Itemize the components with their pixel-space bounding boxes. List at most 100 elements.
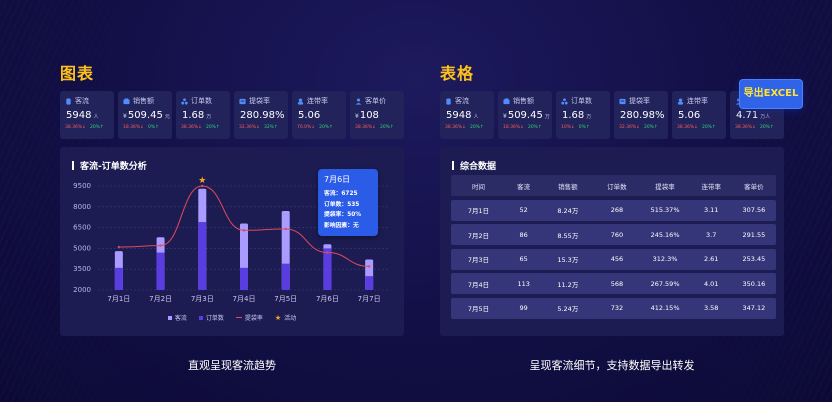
bag-icon	[239, 98, 246, 105]
table-cell: 568	[610, 279, 624, 288]
kpi-prefix: ¥	[503, 113, 507, 120]
kpi-row: 客流 5948 人 38.36%↓ 20%↑ 销售额 ¥509.45 元 18.36%↓ 0%↑ 订…	[60, 91, 404, 139]
kpi-card: 提袋率 280.98% 32.36%↓ 20%↑	[614, 91, 668, 139]
kpi-trend: 38.36%↓ 20%↑	[677, 125, 721, 130]
kpi-header: 提袋率	[619, 96, 663, 106]
bag-rate-point	[284, 227, 287, 231]
table-cell: 7月2日	[467, 231, 490, 240]
chart-legend: 客流 订单数 提袋率 ★ 活动	[60, 313, 404, 322]
kpi-header: 客单价	[355, 96, 399, 106]
table-row[interactable]: 7月4日 113 11.2万 568 267.59% 4.01 350.16	[451, 273, 776, 294]
kpi-trend-up: 20%↑	[319, 125, 333, 130]
kpi-trend-up: 20%↑	[701, 125, 716, 130]
kpi-unit: 万	[586, 114, 592, 120]
table-cell: 307.56	[742, 206, 766, 214]
kpi-trend-up: 20%↑	[379, 125, 394, 130]
wallet-icon	[123, 97, 130, 105]
table-cell: 4.01	[703, 279, 719, 288]
table-row[interactable]: 7月5日 99 5.24万 732 412.15% 3.58 347.12	[451, 297, 776, 319]
user-icon	[445, 97, 452, 105]
kpi-card: 订单数 1.68 万 38.36%↓ 20%↑	[176, 91, 230, 139]
kpi-value: 4.71 万人	[735, 110, 779, 121]
table-cell: 3.7	[706, 230, 717, 239]
x-tick-label: 7月3日	[191, 295, 214, 303]
kpi-card: 连带率 5.06 38.36%↓ 20%↑	[672, 91, 726, 139]
legend-item[interactable]: 客流	[167, 313, 187, 322]
table-cell: 86	[519, 230, 528, 239]
table-cell: 8.55万	[557, 231, 579, 240]
kpi-label: 客流	[455, 97, 469, 105]
legend-label: 客流	[174, 315, 187, 322]
table-cell: 7月1日	[467, 207, 490, 215]
table-cell: 11.2万	[557, 280, 579, 289]
kpi-value: 5.06	[677, 110, 721, 121]
table-row[interactable]: 7月2日 86 8.55万 760 245.16% 3.7 291.55	[451, 224, 776, 245]
column-header: 客单价	[744, 182, 764, 191]
legend-item[interactable]: ★ 活动	[275, 313, 296, 322]
table-cell: 3.58	[703, 304, 719, 312]
y-tick-label: 3500	[73, 265, 91, 273]
table-cell: 268	[610, 206, 624, 214]
table-row[interactable]: 7月1日 52 8.24万 268 515.37% 3.11 307.56	[451, 199, 776, 221]
kpi-unit: 人	[473, 114, 479, 120]
table-title-text: 综合数据	[460, 162, 497, 172]
y-tick-label: 9500	[73, 182, 91, 190]
table-cell: 412.15%	[650, 304, 680, 312]
export-excel-button[interactable]: 导出EXCEL	[739, 79, 803, 109]
kpi-trend: 38.36%↓ 20%↑	[65, 125, 109, 130]
table-cell: 347.12	[742, 304, 766, 312]
kpi-label: 客流	[75, 97, 89, 105]
x-tick-label: 7月4日	[233, 295, 256, 303]
table-panel: 表格 客流 5948 人 38.36%↓ 20%↑ 销售额 ¥509.45 万 18.36%↓ 2…	[440, 64, 784, 336]
kpi-trend-down: 38.36%↓	[735, 125, 756, 130]
kpi-trend: 32.36%↓ 20%↑	[619, 125, 663, 130]
kpi-header: 订单数	[181, 96, 225, 106]
link-icon	[297, 97, 304, 105]
orders-icon	[181, 97, 188, 105]
legend-swatch	[198, 315, 203, 320]
kpi-prefix: ¥	[355, 113, 359, 120]
kpi-trend-up: 32%↑	[263, 125, 278, 130]
table-cell: 5.24万	[557, 305, 579, 313]
kpi-label: 销售额	[513, 97, 534, 105]
orders-icon	[561, 97, 568, 105]
bar-order-count	[156, 252, 165, 290]
kpi-value: 1.68 万	[561, 110, 605, 121]
bar-order-count	[365, 276, 374, 290]
kpi-header: 客流	[445, 96, 489, 106]
table-cell: 15.3万	[557, 256, 579, 264]
kpi-card: 客流 5948 人 38.36%↓ 20%↑	[60, 91, 114, 139]
table-cell: 8.24万	[557, 207, 579, 215]
wallet-icon	[503, 97, 510, 105]
legend-item[interactable]: 订单数	[198, 313, 224, 322]
kpi-trend: 32.36%↓ 32%↑	[239, 125, 283, 130]
table-cell: 291.55	[742, 230, 766, 239]
user-icon	[65, 97, 72, 105]
legend-item[interactable]: 提袋率	[235, 313, 263, 322]
chart-panel: 图表 客流 5948 人 38.36%↓ 20%↑ 销售额 ¥509.45 元 18.36%↓ 0…	[60, 64, 404, 336]
kpi-prefix: ¥	[123, 113, 127, 120]
table-row[interactable]: 7月3日 65 15.3万 456 312.3% 2.61 253.45	[451, 248, 776, 270]
bag-rate-point	[159, 244, 162, 247]
kpi-unit: 万人	[760, 114, 771, 120]
kpi-number: 4.71	[736, 110, 759, 121]
kpi-label: 连带率	[687, 97, 708, 105]
kpi-card: 订单数 1.68 万 10%↓ 0%↑	[556, 91, 610, 139]
table-cell: 65	[519, 255, 528, 263]
bar-order-count	[281, 263, 290, 290]
kpi-card: 销售额 ¥509.45 元 18.36%↓ 0%↑	[118, 91, 172, 139]
column-header: 订单数	[607, 182, 627, 191]
kpi-trend-up: 20%↑	[527, 125, 542, 130]
tooltip-row: 影响因素：无	[324, 222, 359, 229]
kpi-trend: 38.36%↓ 20%↑	[735, 125, 779, 130]
table-cell: 515.37%	[650, 206, 680, 214]
chart-card: 客流-订单数分析 9500 8000 6500 5000 3500 2000 7月1日 7月2…	[60, 147, 404, 336]
legend-label: 提袋率	[244, 315, 263, 322]
kpi-value: 5.06	[297, 110, 341, 121]
kpi-value: ¥509.45 元	[123, 110, 170, 121]
column-header: 客流	[517, 182, 531, 191]
table-cell: 312.3%	[652, 255, 678, 263]
kpi-trend-down: 38.36%↓	[355, 125, 376, 130]
table-cell: 253.45	[742, 255, 766, 263]
kpi-number: 280.98%	[240, 110, 285, 121]
